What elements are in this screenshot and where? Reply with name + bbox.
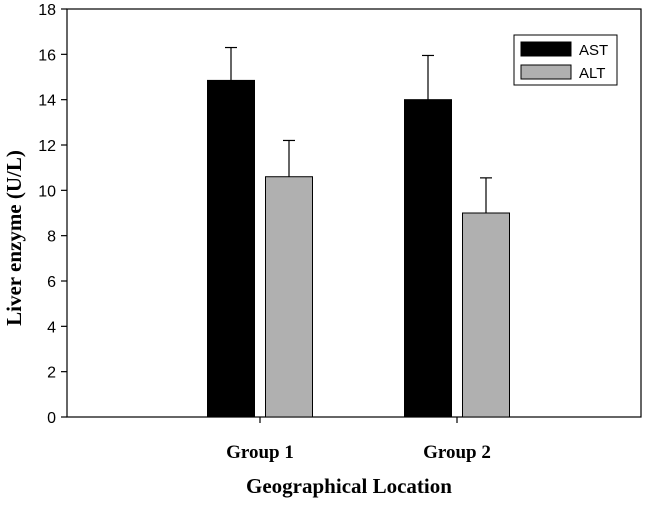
x-axis: Group 1 Group 2 <box>226 417 491 463</box>
legend-label-ast: AST <box>579 42 608 59</box>
bar-alt-1 <box>265 176 313 418</box>
y-tick-label: 14 <box>38 93 56 110</box>
x-axis-title: Geographical Location <box>246 474 452 498</box>
bar-alt-2 <box>462 212 510 418</box>
x-category-label: Group 2 <box>423 442 491 463</box>
legend-swatch-ast <box>520 41 572 57</box>
bar-ast-1 <box>207 79 255 418</box>
y-tick-label: 4 <box>47 319 56 336</box>
x-category-label: Group 1 <box>226 442 294 463</box>
y-axis: 0 2 4 6 8 10 12 14 16 18 <box>38 2 67 427</box>
plot-area <box>66 8 642 418</box>
legend-swatch-alt <box>520 64 572 80</box>
legend: AST ALT <box>513 34 618 86</box>
legend-label-alt: ALT <box>579 65 605 82</box>
y-tick-label: 12 <box>38 138 56 155</box>
y-tick-label: 18 <box>38 2 56 19</box>
y-tick-label: 10 <box>38 183 56 200</box>
y-tick-label: 2 <box>47 365 56 382</box>
plot-frame <box>66 8 642 418</box>
y-tick-label: 6 <box>47 274 56 291</box>
y-tick-label: 16 <box>38 47 56 64</box>
y-tick-label: 0 <box>47 410 56 427</box>
y-axis-title: Liver enzyme (U/L) <box>2 150 26 326</box>
bar-ast-2 <box>404 99 452 418</box>
y-tick-label: 8 <box>47 229 56 246</box>
